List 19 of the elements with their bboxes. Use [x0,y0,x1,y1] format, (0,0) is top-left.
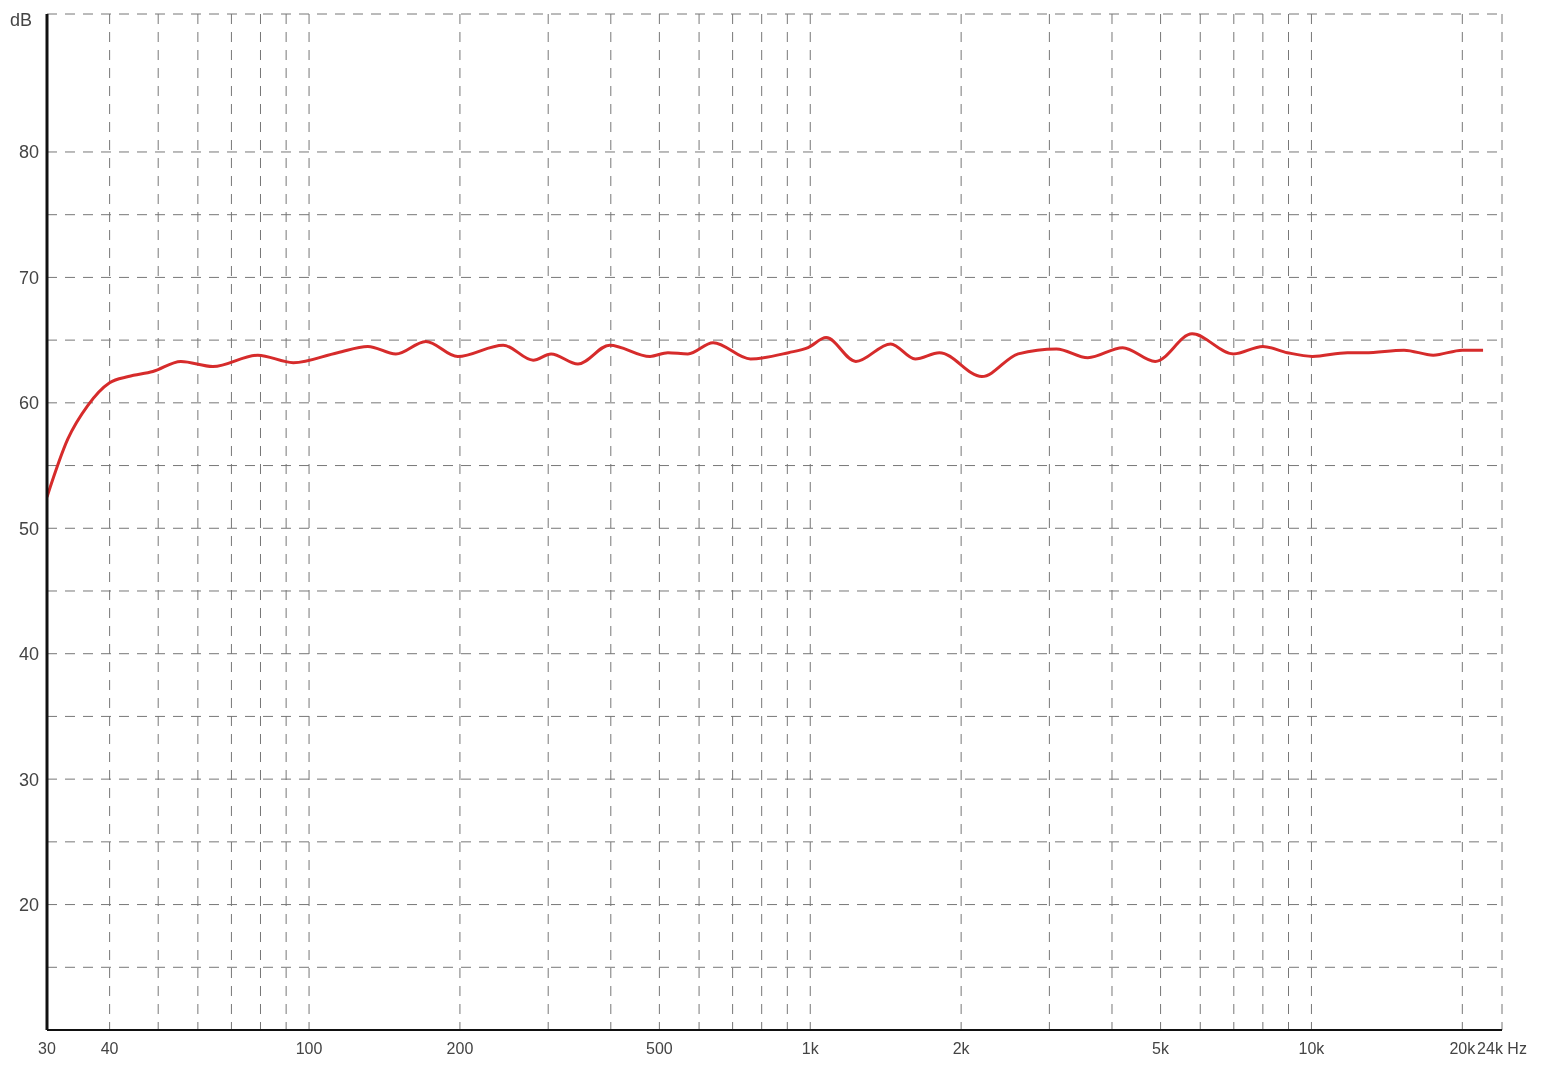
x-tick-label: 2k [952,1040,971,1057]
y-tick-label: 50 [18,518,39,539]
x-tick-label: 200 [446,1040,474,1057]
x-tick-label: 1k [801,1040,820,1057]
x-tick-label: 30 [38,1040,56,1057]
x-tick-label: 500 [646,1040,673,1057]
y-tick-label: 20 [18,894,39,915]
y-axis-title: dB [10,10,33,30]
x-tick-label: 5k [1152,1040,1171,1057]
x-tick-label: 10k [1298,1040,1326,1057]
x-tick-label: 100 [295,1040,323,1057]
x-tick-label: 20k [1449,1040,1477,1057]
y-tick-label: 80 [18,142,39,163]
y-tick-label: 70 [18,267,39,288]
x-tick-label: 40 [100,1040,119,1057]
y-tick-label: 40 [18,644,39,665]
x-tick-label: 24k Hz [1477,1040,1527,1057]
y-tick-label: 30 [18,769,39,790]
y-tick-label: 60 [18,393,39,414]
